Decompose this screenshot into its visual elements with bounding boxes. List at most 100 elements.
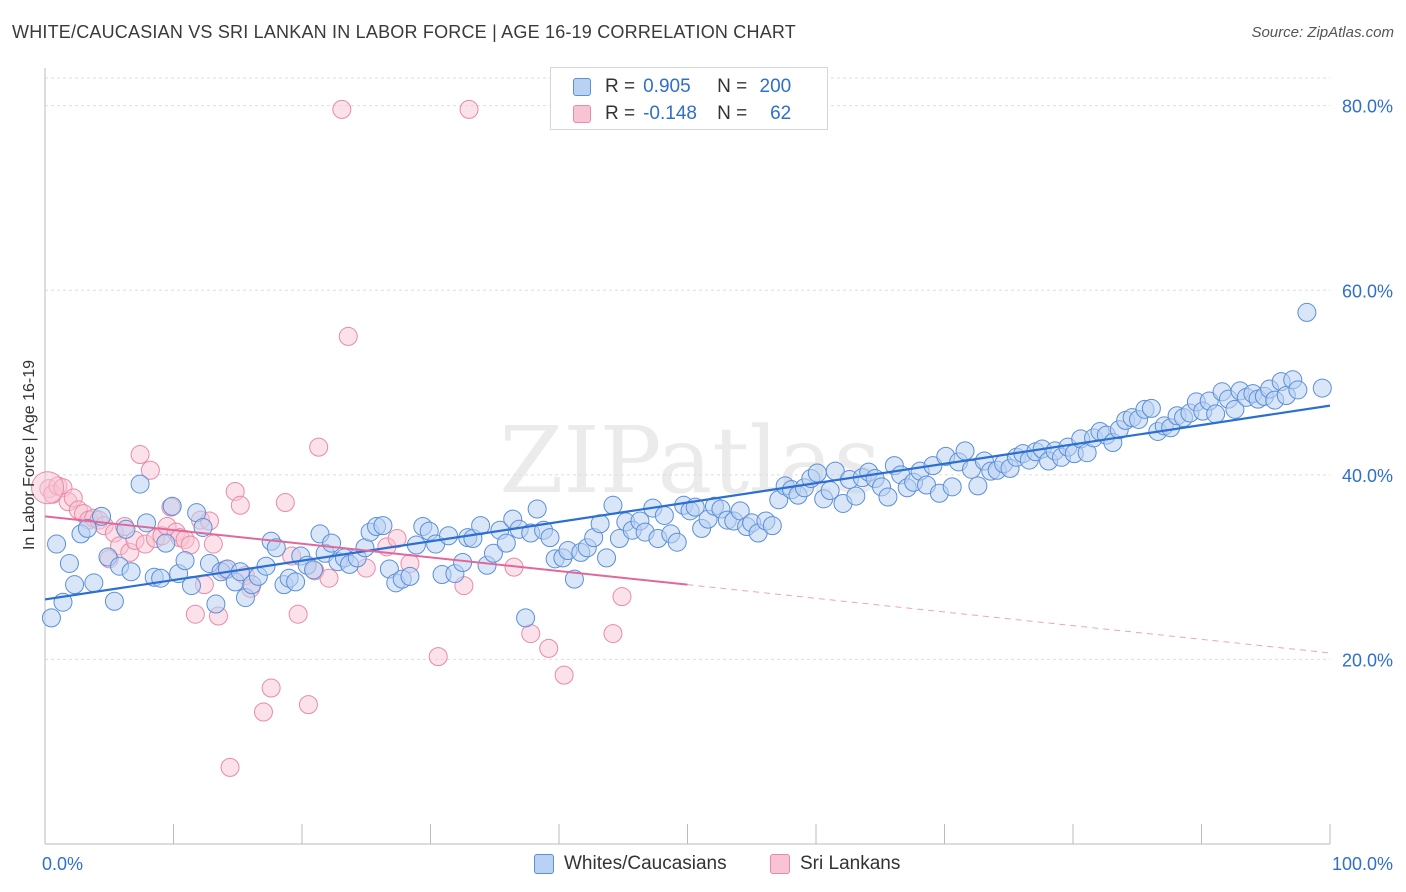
y-axis-label: In Labor Force | Age 16-19 (21, 359, 38, 551)
white-point (540, 528, 560, 548)
white-point (807, 463, 827, 483)
r-value: 0.905 (643, 76, 691, 97)
srilankan-point (338, 326, 358, 346)
white-point (41, 608, 61, 628)
srilankan-point (554, 665, 574, 685)
white-point (1288, 380, 1308, 400)
white-point (47, 534, 67, 554)
srilankan-point (298, 695, 318, 715)
source-label: Source: ZipAtlas.com (1251, 24, 1394, 41)
stats-legend-row-srilankan: R = -0.148 N = 62 (573, 101, 791, 127)
white-point (762, 516, 782, 536)
srilankan-point (288, 604, 308, 624)
srilankan-point (253, 702, 273, 722)
srilankan-point (603, 624, 623, 644)
white-legend-label: Whites/Caucasians (564, 853, 727, 874)
n-label: N = (717, 103, 748, 124)
r-label: R = (605, 76, 636, 97)
srilankan-point (612, 587, 632, 607)
srilankan-point (185, 604, 205, 624)
srilankan-point (332, 99, 352, 119)
white-point (968, 476, 988, 496)
white-point (65, 575, 85, 595)
chart-title: WHITE/CAUCASIAN VS SRI LANKAN IN LABOR F… (12, 22, 796, 42)
white-point (527, 499, 547, 519)
n-value: 200 (759, 76, 792, 97)
white-point (286, 572, 306, 592)
srilankan-trend-line (44, 515, 688, 586)
white-point (667, 532, 687, 552)
white-point (162, 496, 182, 516)
srilankan-point (319, 568, 339, 588)
white-point (955, 441, 975, 461)
white-point (1141, 398, 1161, 418)
y-tick-label: 40.0% (1342, 466, 1393, 486)
white-point (942, 477, 962, 497)
legend-item-white: Whites/Caucasians (534, 852, 727, 876)
white-point (59, 553, 79, 573)
white-point (453, 553, 473, 573)
y-tick-label: 60.0% (1342, 281, 1393, 301)
white-point (1297, 302, 1317, 322)
x-tick-label-min: 0.0% (42, 854, 83, 874)
srilankan-point (130, 445, 150, 465)
legend-item-srilankan: Sri Lankans (770, 852, 900, 876)
y-tick-label: 20.0% (1342, 650, 1393, 670)
white-point (266, 538, 286, 558)
srilankan-point (459, 99, 479, 119)
white-point (130, 474, 150, 494)
white-point (1206, 404, 1226, 424)
srilankan-point (387, 529, 407, 549)
srilankan-point-large (31, 471, 65, 505)
white-point (373, 516, 393, 536)
white-point (206, 594, 226, 614)
white-point (846, 486, 866, 506)
srilankan-point (203, 534, 223, 554)
srilankan-point (275, 493, 295, 513)
srilankan-legend-label: Sri Lankans (800, 853, 901, 874)
white-point (304, 560, 324, 580)
white-legend-swatch (534, 854, 554, 874)
white-point (151, 568, 171, 588)
srilankan-point (230, 495, 250, 515)
srilankan-point (309, 437, 329, 457)
white-point (156, 533, 176, 553)
white-point (77, 518, 97, 538)
y-tick-label: 80.0% (1342, 97, 1393, 117)
white-trend-line (44, 404, 1331, 601)
white-point (597, 548, 617, 568)
white-point (400, 566, 420, 586)
white-point (564, 569, 584, 589)
tick-labels: 20.0% 40.0% 60.0% 80.0% 0.0% 100.0% (42, 97, 1393, 874)
white-point (1225, 399, 1245, 419)
white-point (1312, 378, 1332, 398)
srilankan-swatch (573, 105, 591, 123)
n-label: N = (717, 76, 748, 97)
srilankan-point (220, 757, 240, 777)
white-point (654, 505, 674, 525)
srilankan-trend-extension (687, 584, 1331, 654)
x-tick-label-max: 100.0% (1332, 854, 1393, 874)
white-point (496, 533, 516, 553)
white-point (84, 573, 104, 593)
white-point (121, 562, 141, 582)
white-point (878, 487, 898, 507)
white-point (516, 608, 536, 628)
white-point (438, 526, 458, 546)
r-label: R = (605, 103, 636, 124)
trend-lines (44, 404, 1331, 654)
r-value: -0.148 (643, 103, 697, 124)
white-point (483, 543, 503, 563)
srilankan-point (539, 638, 559, 658)
white-point (137, 513, 157, 533)
white-swatch (573, 78, 591, 96)
srilankan-point (140, 460, 160, 480)
white-point (104, 591, 124, 611)
srilankan-legend-swatch (770, 854, 790, 874)
axes (44, 68, 1331, 845)
white-point (175, 551, 195, 571)
white-point (603, 495, 623, 515)
white-points (41, 302, 1332, 628)
srilankan-point (428, 647, 448, 667)
